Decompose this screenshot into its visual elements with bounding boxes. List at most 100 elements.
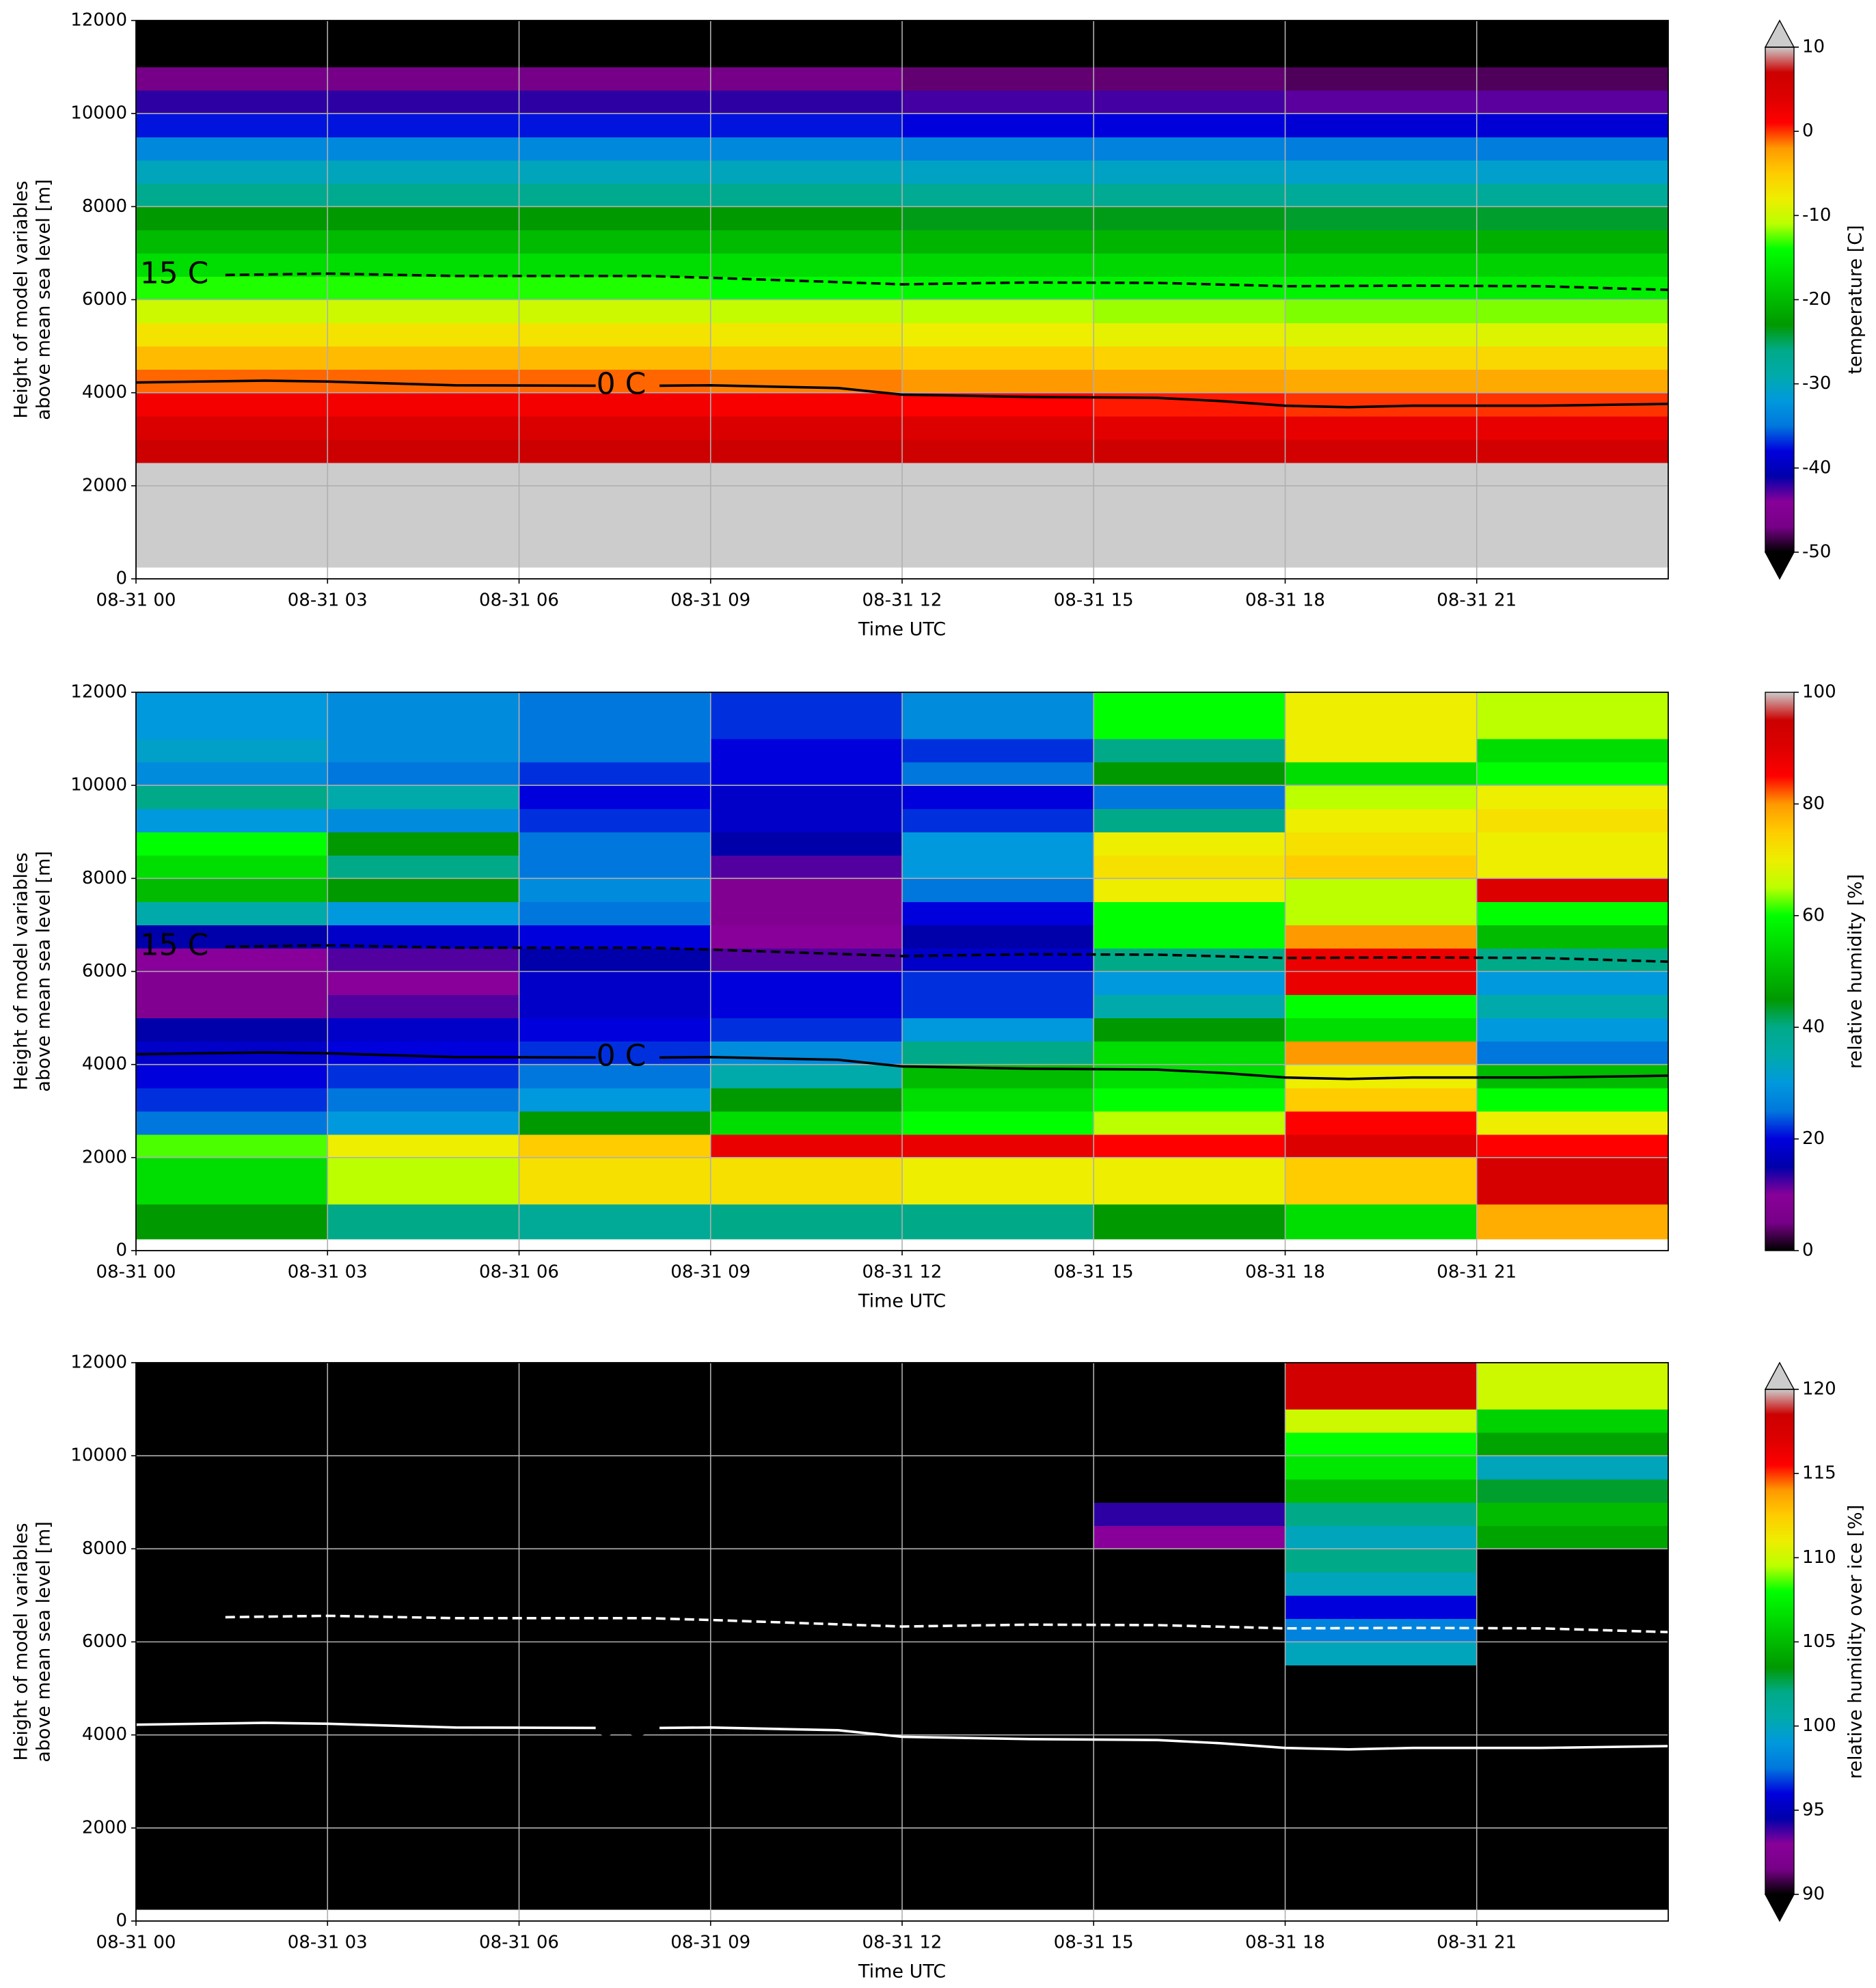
heatmap-cell: [519, 878, 711, 902]
heatmap-cell: [902, 1525, 1094, 1549]
colorbar-extend-under: [1764, 1894, 1795, 1922]
heatmap-cell: [902, 1874, 1094, 1910]
heatmap-cell: [136, 1549, 328, 1572]
heatmap-cell: [710, 230, 903, 254]
heatmap-cell: [710, 1827, 903, 1875]
heatmap-cell: [710, 1018, 903, 1042]
heatmap-cell: [519, 1525, 711, 1549]
heatmap-cell: [710, 1525, 903, 1549]
y-axis-label: above mean sea level [m]: [33, 179, 55, 420]
heatmap-cell: [902, 113, 1094, 137]
heatmap-cell: [1476, 808, 1669, 832]
heatmap-cell: [136, 276, 328, 301]
heatmap-cell: [1285, 369, 1478, 394]
heatmap-cell: [1476, 1432, 1669, 1456]
heatmap-cell: [1093, 785, 1286, 809]
heatmap-cell: [1476, 925, 1669, 949]
heatmap-cell: [327, 1595, 520, 1620]
colorbar-tick-label: -20: [1802, 289, 1831, 310]
heatmap-cell: [1285, 113, 1478, 137]
x-axis-label: Time UTC: [858, 1961, 946, 1983]
x-tick-label: 08-31 03: [288, 1933, 368, 1953]
x-tick-label: 08-31 21: [1437, 1262, 1517, 1283]
heatmap-cell: [519, 1827, 711, 1875]
heatmap-cell: [710, 1595, 903, 1620]
heatmap-cell: [710, 994, 903, 1019]
heatmap-cell: [902, 1618, 1094, 1643]
heatmap-cell: [710, 1134, 903, 1158]
heatmap-cell: [136, 90, 328, 114]
heatmap-cell: [519, 137, 711, 161]
heatmap-cell: [519, 1618, 711, 1643]
heatmap-cell: [136, 1572, 328, 1596]
x-axis-label: Time UTC: [858, 1291, 946, 1312]
heatmap-cell: [710, 1572, 903, 1596]
heatmap: [136, 1363, 1669, 1910]
heatmap-cell: [902, 1157, 1094, 1205]
heatmap-cell: [1476, 206, 1669, 230]
heatmap-cell: [1285, 1874, 1478, 1910]
heatmap-cell: [1476, 1409, 1669, 1433]
heatmap-cell: [327, 971, 520, 996]
heatmap-cell: [902, 1827, 1094, 1875]
heatmap-cell: [1093, 1781, 1286, 1806]
heatmap-cell: [1093, 1688, 1286, 1713]
heatmap-cell: [327, 113, 520, 137]
heatmap-cell: [902, 1203, 1094, 1240]
heatmap-cell: [136, 971, 328, 996]
heatmap-cell: [1285, 1827, 1478, 1875]
heatmap-cell: [1285, 485, 1478, 533]
heatmap-cell: [327, 1157, 520, 1205]
heatmap-cell: [902, 692, 1094, 739]
heatmap-cell: [710, 1111, 903, 1135]
heatmap-cell: [902, 762, 1094, 786]
heatmap-cell: [327, 416, 520, 440]
colorbar-tick-label: -30: [1802, 373, 1831, 394]
heatmap-cell: [902, 183, 1094, 207]
heatmap-cell: [1476, 1549, 1669, 1572]
heatmap-cell: [1285, 253, 1478, 277]
heatmap-cell: [327, 21, 520, 68]
heatmap-cell: [1476, 1642, 1669, 1666]
heatmap-cell: [1476, 369, 1669, 394]
heatmap-cell: [519, 183, 711, 207]
heatmap-cell: [1476, 485, 1669, 533]
heatmap-cell: [519, 21, 711, 68]
heatmap-cell: [1093, 925, 1286, 949]
heatmap-cell: [327, 901, 520, 926]
heatmap-cell: [519, 855, 711, 879]
heatmap-cell: [1285, 230, 1478, 254]
heatmap-cell: [1476, 113, 1669, 137]
heatmap-cell: [136, 1781, 328, 1806]
heatmap-cell: [519, 230, 711, 254]
y-tick-label: 2000: [82, 1817, 127, 1838]
heatmap-cell: [1093, 183, 1286, 207]
heatmap-cell: [1476, 160, 1669, 184]
heatmap-cell: [902, 901, 1094, 926]
heatmap-cell: [1093, 369, 1286, 394]
heatmap-cell: [1093, 1572, 1286, 1596]
heatmap-cell: [1476, 1456, 1669, 1480]
heatmap-cell: [902, 1804, 1094, 1829]
contour-line: [225, 272, 1669, 292]
heatmap-cell: [1285, 1018, 1478, 1042]
heatmap-cell: [519, 113, 711, 137]
heatmap-cell: [902, 1041, 1094, 1065]
heatmap-cell: [1285, 1525, 1478, 1549]
heatmap-cell: [136, 1363, 328, 1410]
heatmap-cell: [1285, 1203, 1478, 1240]
x-tick-label: 08-31 21: [1437, 1933, 1517, 1953]
heatmap-cell: [1476, 1525, 1669, 1549]
heatmap-cell: [710, 137, 903, 161]
heatmap-cell: [1476, 1018, 1669, 1042]
heatmap-cell: [327, 299, 520, 324]
heatmap-cell: [1285, 971, 1478, 996]
heatmap-cell: [327, 485, 520, 533]
heatmap-cell: [327, 346, 520, 370]
heatmap-cell: [1476, 692, 1669, 739]
colorbar-tick-label: 90: [1802, 1884, 1825, 1905]
heatmap-cell: [519, 1363, 711, 1410]
heatmap-cell: [902, 1087, 1094, 1112]
heatmap-cell: [136, 462, 328, 487]
